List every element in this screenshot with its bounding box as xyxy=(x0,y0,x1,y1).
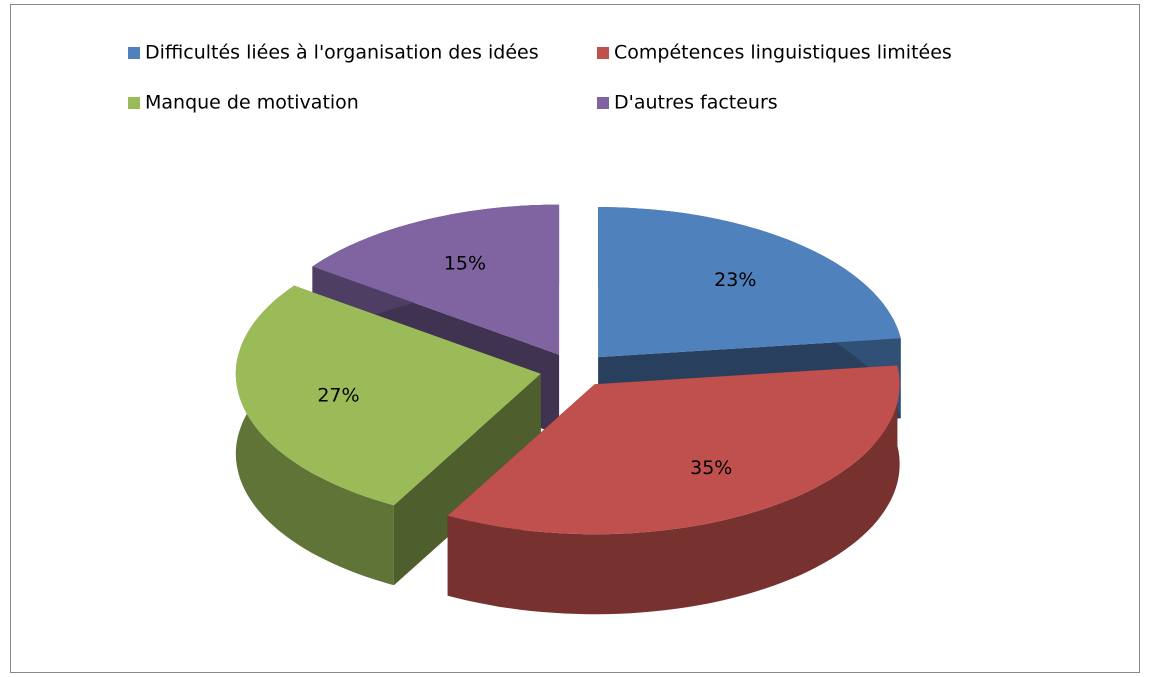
legend-swatch xyxy=(597,97,609,109)
data-label: 15% xyxy=(444,252,486,274)
legend-label: Manque de motivation xyxy=(145,92,359,114)
slice-top xyxy=(598,207,901,358)
data-label: 27% xyxy=(317,385,359,407)
legend-swatch xyxy=(128,47,140,59)
slice-top xyxy=(312,204,560,355)
legend-label: D'autres facteurs xyxy=(614,92,778,114)
legend-label: Difficultés liées à l'organisation des i… xyxy=(145,42,539,64)
slice-top xyxy=(235,285,541,506)
legend-swatch xyxy=(597,47,609,59)
legend-label: Compétences linguistiques limitées xyxy=(614,42,952,64)
legend-swatch xyxy=(128,97,140,109)
slice-wall xyxy=(447,365,900,615)
data-label: 35% xyxy=(690,457,732,479)
data-label: 23% xyxy=(714,269,756,291)
slice-top xyxy=(447,365,900,535)
